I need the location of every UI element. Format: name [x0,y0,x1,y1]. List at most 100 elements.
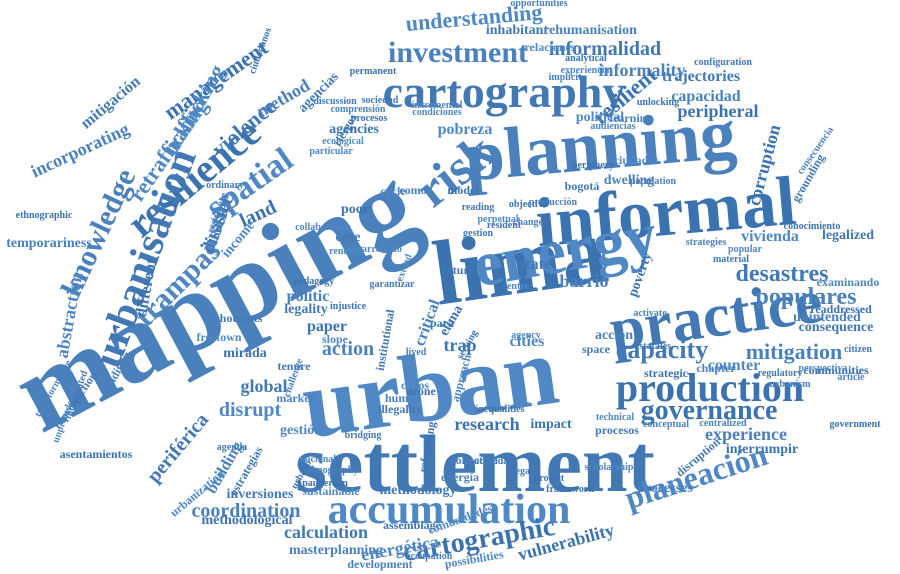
word-relaciones: relaciones [524,40,576,54]
word-disrupt: disrupt [218,399,282,421]
word-mirada: mirada [223,346,267,361]
word-market: market [276,391,314,405]
word-activate: activate [633,308,667,319]
word-pauperism: pauperism [302,478,348,489]
word-implicit: implicit [548,72,582,83]
word-global: global [240,376,288,396]
word-para: para [430,316,454,330]
word-vivienda: vivienda [741,228,799,245]
word-interrumpir: interrumpir [725,442,799,457]
word-space: space [582,342,610,356]
word-illegal: illegal [507,466,533,477]
word-analytical: analytical [565,53,607,64]
word-renewal: renewal [329,246,363,257]
word-trap: trap [443,335,477,355]
word-freetown: freetown [196,330,242,344]
word-legalized: legalized [821,228,875,243]
word-actividad: actividad [474,456,514,467]
word-population: population [629,176,677,187]
word-case: case [335,230,361,245]
word-conocimiento: conocimiento [783,221,841,232]
word-project: project [533,473,565,484]
word-collaborative: collaborative [295,222,351,233]
word-pedagogy: pedagogy [293,276,335,287]
word-citizen: citizen [844,344,872,355]
word-hotspots: hotspots [219,311,263,325]
word-settlement: settlement [295,418,655,509]
word-development: development [347,557,413,571]
word-accumulation: accumulation [327,487,571,533]
word-counter: counter [707,357,761,374]
word-human: human [384,391,422,405]
word-inhabitant: inhabitant [485,23,549,38]
word-sociedad: sociedad [361,95,399,106]
word-populares: populares [755,284,857,310]
word-procesos: procesos [595,423,639,437]
word-change: change [513,217,543,228]
word-opportunities: opportunities [510,0,568,9]
word-perpetual: perpetual [477,214,519,225]
word-urbanism: urbanism [769,379,811,390]
word-capacity: capacity [615,335,709,364]
word-regulatory: regulatory [757,368,803,379]
word-drone: drone [406,384,436,398]
word-coordination: coordination [191,500,301,522]
word-sustainable: sustainable [302,484,360,498]
word-model: model [447,183,479,197]
word-trajectories: trajectories [661,68,741,85]
word-rehumanisation: rehumanisation [543,23,637,38]
word-bridging: bridging [344,430,382,441]
word-occupation: occupation [405,551,453,562]
word-particular: particular [309,146,353,157]
word-procesos: procesos [350,113,388,124]
word-ciudades: ciudades [613,153,659,167]
word-reading: reading [461,202,495,213]
word-poor: poor [341,202,369,217]
word-popular: popular [728,244,762,255]
word-gesti-n: gestión [280,423,322,438]
word-mitigation: mitigation [745,339,843,364]
word-production: production [615,365,805,410]
word-acci-n: acción [594,328,634,343]
word-unlocking: unlocking [636,97,680,108]
word-agenda: agenda [216,442,248,453]
word-permanent: permanent [349,66,397,77]
word-desastres: desastres [735,261,829,287]
word-ciclos: ciclos [401,378,429,392]
word-producci-n: producción [528,197,578,208]
word-capacidad: capacidad [671,88,741,105]
word-material: material [712,254,750,265]
word-audiencias: audiencias [590,121,636,132]
word-tenure: tenure [277,359,311,373]
word-methodology: methodology [379,483,457,498]
word-agencies: agencies [329,122,379,137]
word-political: political [575,110,625,125]
word-learning: learning [609,111,653,125]
word-ordinary: ordinary [206,180,244,191]
word-desarrollado: desarrollado [348,244,402,255]
word-bogot-: bogotá [564,179,600,193]
word-configuration: configuration [694,57,752,68]
word-ethnography: ethnography [303,465,359,476]
word-technical: technical [595,412,635,423]
word-ecological: ecological [322,136,364,147]
word-state: state [519,256,551,273]
word-resident: resident [486,220,522,231]
word-government: government [829,419,881,430]
word-inversiones: inversiones [226,487,294,502]
word-article: article [837,372,865,383]
word-perif-rica: periférica [142,409,214,487]
word-lived: lived [405,347,427,358]
word-estatales: estatales [634,341,672,352]
word-centralized: centralized [699,418,747,429]
word-calculation: calculation [284,522,368,542]
word-temporariness: temporariness [6,236,92,251]
word-objective: objective [508,199,548,210]
word-discussion: discussion [313,96,357,107]
word-agency: agency [511,330,541,341]
word-cities: cities [509,333,545,350]
word-strategies: strategies [685,237,727,248]
word-governance: governance [640,395,778,426]
word-research: research [454,414,520,434]
word-cartography: cartography [382,66,626,117]
